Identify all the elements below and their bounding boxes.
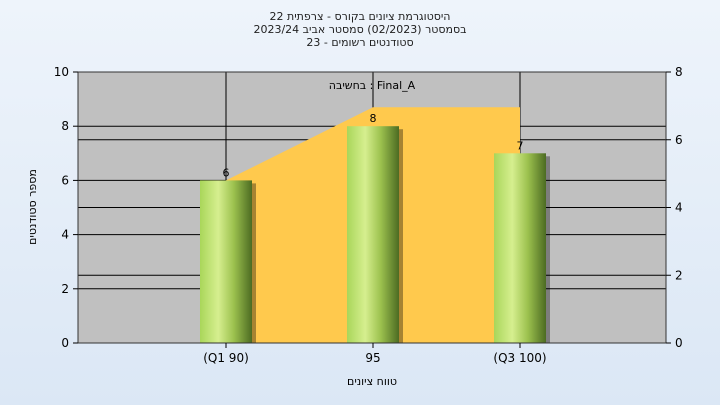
chart-title: היסטוגרמת ציונים בקורס - צרפתית 22 xyxy=(269,10,451,23)
chart-enrollment-line: סטודנטים רשומים - 23 xyxy=(306,36,414,49)
x-tick-label: (Q1 90) xyxy=(203,351,249,365)
axis-layer: 0 2 4 6 8 10 0 2 4 6 8 (Q1 90) 95 (Q3 100) xyxy=(54,65,683,365)
bar-data-label: 6 xyxy=(223,166,230,179)
bar xyxy=(200,180,252,343)
y-tick-label: 0 xyxy=(61,336,69,350)
bar-layer: 6 8 7 xyxy=(200,112,550,343)
y-tick-label: 6 xyxy=(61,173,69,187)
chart-title-block: היסטוגרמת ציונים בקורס - צרפתית 22 בסמסט… xyxy=(0,10,720,49)
y-tick-label: 4 xyxy=(61,228,69,242)
y2-tick-label: 8 xyxy=(675,65,683,79)
bar xyxy=(494,153,546,343)
y-tick-label: 8 xyxy=(61,119,69,133)
x-tick-label: (Q3 100) xyxy=(493,351,546,365)
y2-tick-label: 4 xyxy=(675,201,683,215)
area-series-label: Final_A : בחשיבה xyxy=(329,79,416,92)
x-axis-label: טווח ציונים xyxy=(347,375,397,388)
y-axis-label: מספר סטודנטים xyxy=(26,169,39,245)
y2-tick-label: 0 xyxy=(675,336,683,350)
bar-data-label: 8 xyxy=(370,112,377,125)
x-tick-label: 95 xyxy=(365,351,380,365)
y-tick-label: 2 xyxy=(61,282,69,296)
bar xyxy=(347,126,399,343)
y2-tick-label: 2 xyxy=(675,268,683,282)
y-tick-label: 10 xyxy=(54,65,69,79)
y2-tick-label: 6 xyxy=(675,133,683,147)
bar-data-label: 7 xyxy=(517,139,524,152)
chart-subtitle: בסמסטר (02/2023) סמסטר אביב 2023/24 xyxy=(253,23,467,36)
